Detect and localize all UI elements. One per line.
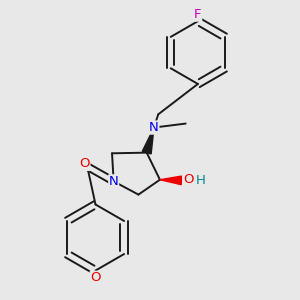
Text: O: O xyxy=(183,173,194,186)
Text: O: O xyxy=(80,158,90,170)
Text: O: O xyxy=(90,271,101,284)
Polygon shape xyxy=(142,128,154,154)
Text: H: H xyxy=(196,174,206,187)
Text: N: N xyxy=(149,121,159,134)
Polygon shape xyxy=(160,176,182,185)
Text: N: N xyxy=(109,175,118,188)
Text: F: F xyxy=(194,8,202,21)
